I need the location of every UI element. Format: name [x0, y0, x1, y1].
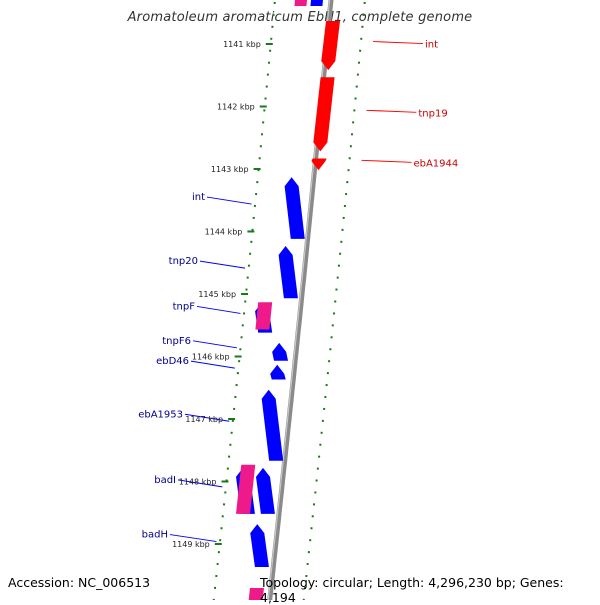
- other-feature-bottom: [248, 588, 264, 600]
- map-title: Aromatoleum aromaticum EbN1, complete ge…: [127, 10, 473, 25]
- label-badI: badI: [154, 475, 176, 486]
- tick-labels: 1141 kbp 1142 kbp 1143 kbp 1144 kbp 1145 kbp…: [172, 40, 273, 549]
- reverse-gene-int: [321, 21, 340, 71]
- tick-label-1146: 1146 kbp: [192, 353, 230, 362]
- label-ebA1944: ebA1944: [413, 158, 458, 169]
- forward-gene-badH: [250, 524, 269, 567]
- leader-badH: [169, 534, 217, 543]
- leader-int: [373, 41, 424, 45]
- forward-gene-tnp20: [278, 246, 298, 299]
- accession-label: Accession: NC_006513: [8, 575, 151, 590]
- gene-track: [236, 0, 340, 600]
- leader-ebA1953: [184, 413, 230, 422]
- leader-ebD46: [190, 360, 235, 369]
- forward-gene-badI-2: [256, 467, 275, 514]
- tick-label-1142: 1142 kbp: [217, 103, 255, 112]
- label-badH: badH: [142, 530, 168, 541]
- tick-label-1145: 1145 kbp: [198, 290, 236, 299]
- leader-ebA1944: [361, 159, 412, 163]
- forward-gene-top: [310, 0, 323, 6]
- tick-label-1144: 1144 kbp: [205, 228, 243, 237]
- tick-label-1147: 1147 kbp: [185, 415, 223, 424]
- leader-tnp20: [199, 260, 246, 269]
- forward-gene-tnpF6: [272, 342, 289, 361]
- leader-tnpF: [196, 305, 241, 314]
- other-feature-1: [236, 464, 256, 514]
- leader-tnpF6: [192, 340, 237, 349]
- other-feature-0: [255, 302, 273, 330]
- leader-int: [206, 196, 252, 205]
- forward-gene-ebA1953: [261, 389, 284, 461]
- forward-gene-int: [284, 177, 305, 239]
- reverse-gene-ebA1944: [311, 158, 327, 171]
- other-feature-top: [294, 0, 307, 6]
- label-int: int: [192, 192, 205, 203]
- label-tnpF: tnpF: [173, 301, 196, 312]
- tick-label-1143: 1143 kbp: [211, 165, 249, 174]
- leader-tnp19: [366, 109, 417, 113]
- label-int: int: [425, 40, 438, 51]
- gene-labels: int tnp19 ebA1944 int tnp20 tnpF tnpF6 ebD46 ebA…: [138, 40, 458, 543]
- label-ebD46: ebD46: [156, 356, 189, 367]
- label-tnp20: tnp20: [169, 256, 198, 267]
- tick-label-1148: 1148 kbp: [179, 478, 217, 487]
- label-ebA1953: ebA1953: [138, 409, 183, 420]
- tick-label-1141: 1141 kbp: [223, 40, 261, 49]
- label-tnp19: tnp19: [418, 108, 447, 119]
- tick-label-1149: 1149 kbp: [172, 540, 210, 549]
- reverse-gene-tnp19: [313, 77, 335, 152]
- forward-gene-ebD46: [270, 364, 286, 380]
- label-tnpF6: tnpF6: [162, 336, 191, 347]
- leader-badI: [177, 479, 223, 488]
- topology-label: Topology: circular; Length: 4,296,230 bp…: [260, 575, 564, 605]
- outer-lane-guide: [302, 0, 366, 600]
